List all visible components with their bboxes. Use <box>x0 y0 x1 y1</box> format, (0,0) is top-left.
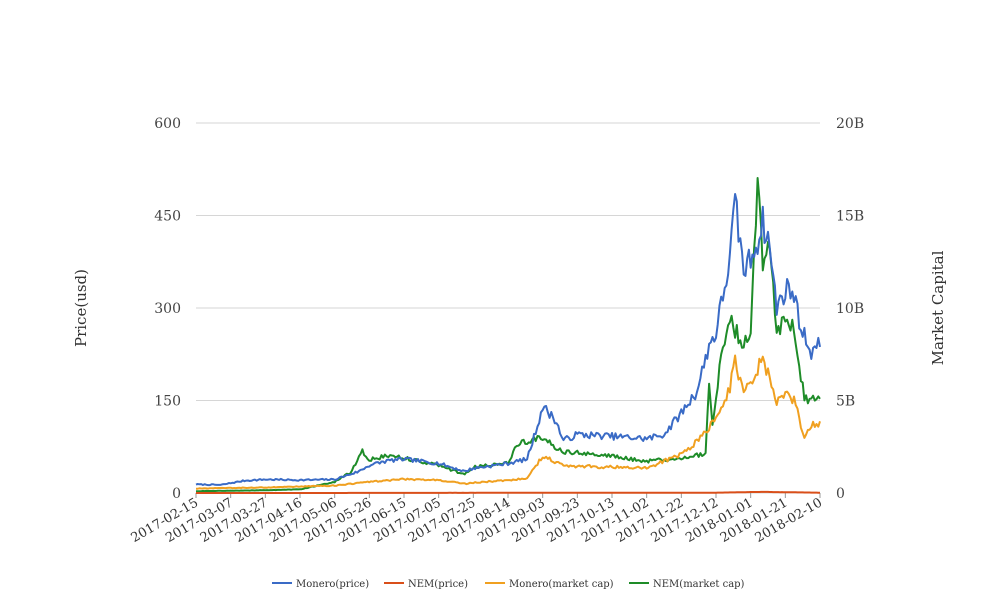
legend: Monero(price) NEM(price) Monero(market cap… <box>272 579 745 590</box>
legend-label: NEM(market cap) <box>653 579 745 590</box>
x-axis-ticks: 2017-02-152017-03-072017-03-272017-04-16… <box>129 493 825 546</box>
right-axis-title: Market Capital <box>929 250 947 365</box>
grid-lines <box>196 122 820 494</box>
legend-label: Monero(market cap) <box>509 579 614 590</box>
left-tick-label: 450 <box>154 209 181 225</box>
series-line-nem-market-cap <box>196 177 821 493</box>
left-tick-label: 0 <box>172 486 181 502</box>
legend-label: Monero(price) <box>296 579 369 590</box>
left-axis-ticks: 0 150 300 450 600 <box>154 116 181 502</box>
left-tick-label: 600 <box>154 116 181 132</box>
series-line-monero-market-cap <box>196 354 821 490</box>
left-tick-label: 300 <box>154 301 181 317</box>
left-tick-label: 150 <box>154 394 181 410</box>
right-tick-label: 0 <box>836 486 845 502</box>
series-lines <box>195 177 821 494</box>
right-tick-label: 20B <box>836 116 864 132</box>
right-axis-ticks: 0 5B 10B 15B 20B <box>836 116 864 502</box>
right-tick-label: 10B <box>836 301 864 317</box>
right-tick-label: 15B <box>836 209 864 225</box>
series-line-monero-price <box>195 193 821 487</box>
legend-label: NEM(price) <box>408 579 468 590</box>
left-axis-title: Price(usd) <box>72 269 90 347</box>
right-tick-label: 5B <box>836 394 855 410</box>
series-line-nem-price <box>196 490 820 494</box>
